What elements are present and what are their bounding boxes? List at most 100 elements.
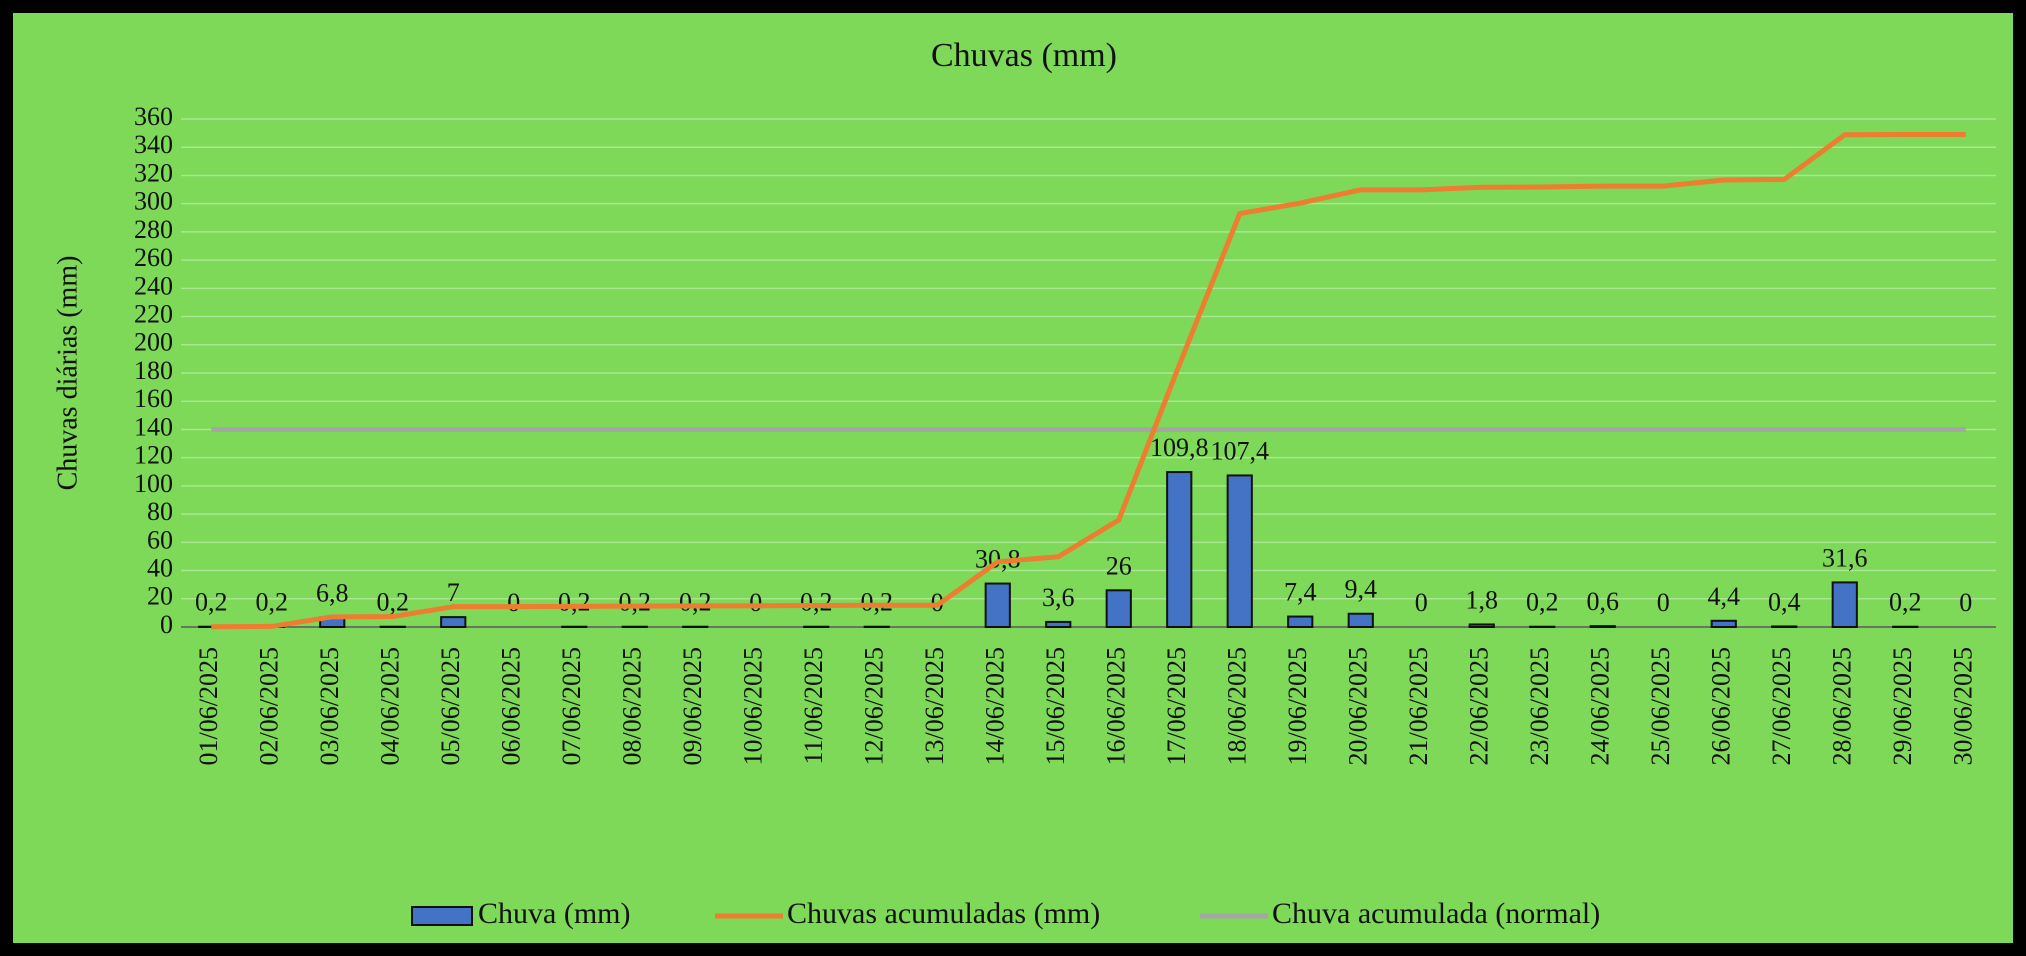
y-tick-label: 300 [134, 187, 173, 216]
y-tick-label: 260 [134, 243, 173, 272]
x-tick-label: 13/06/2025 [920, 647, 949, 765]
data-label: 0,2 [558, 588, 591, 617]
bar [1045, 620, 1072, 628]
data-label: 0,2 [377, 588, 410, 617]
legend-label: Chuvas acumuladas (mm) [787, 897, 1100, 930]
x-tick-label: 05/06/2025 [436, 647, 465, 765]
x-tick-label: 23/06/2025 [1525, 647, 1554, 765]
data-label: 0 [749, 588, 762, 617]
data-label: 0,2 [1526, 588, 1559, 617]
data-label: 0,6 [1587, 587, 1620, 616]
y-tick-label: 340 [134, 130, 173, 159]
x-tick-label: 08/06/2025 [618, 647, 647, 765]
bar [440, 616, 467, 628]
y-tick-label: 120 [134, 441, 173, 470]
bar [1831, 581, 1858, 628]
x-tick-label: 26/06/2025 [1707, 647, 1736, 765]
bar [1589, 625, 1616, 628]
x-tick-label: 15/06/2025 [1041, 647, 1070, 765]
data-label: 9,4 [1345, 575, 1378, 604]
data-label: 0,2 [679, 588, 712, 617]
y-tick-label: 100 [134, 469, 173, 498]
data-label: 6,8 [316, 578, 349, 607]
x-tick-label: 01/06/2025 [194, 647, 223, 765]
x-tick-label: 18/06/2025 [1223, 647, 1252, 765]
y-tick-label: 80 [147, 497, 173, 526]
x-tick-label: 04/06/2025 [376, 647, 405, 765]
x-tick-label: 14/06/2025 [981, 647, 1010, 765]
x-tick-label: 10/06/2025 [739, 647, 768, 765]
y-tick-label: 60 [147, 525, 173, 554]
x-tick-label: 03/06/2025 [315, 647, 344, 765]
bar [1105, 589, 1132, 628]
x-tick-label: 29/06/2025 [1888, 647, 1917, 765]
x-tick-label: 28/06/2025 [1828, 647, 1857, 765]
x-tick-label: 06/06/2025 [497, 647, 526, 765]
legend-label: Chuva (mm) [478, 897, 630, 930]
y-tick-label: 220 [134, 300, 173, 329]
x-tick-label: 30/06/2025 [1949, 647, 1978, 765]
data-label: 107,4 [1211, 436, 1270, 465]
x-tick-label: 25/06/2025 [1646, 647, 1675, 765]
data-label: 0 [507, 588, 520, 617]
x-tick-label: 09/06/2025 [678, 647, 707, 765]
data-label: 26 [1106, 551, 1132, 580]
bar [1347, 612, 1374, 628]
data-label: 0,2 [1889, 588, 1922, 617]
data-label: 0,2 [800, 588, 833, 617]
data-label: 7 [447, 578, 460, 607]
x-tick-label: 12/06/2025 [860, 647, 889, 765]
data-label: 0,2 [256, 588, 289, 617]
y-tick-label: 0 [160, 610, 173, 639]
y-tick-label: 180 [134, 356, 173, 385]
x-tick-label: 11/06/2025 [799, 647, 828, 764]
chart-title: Chuvas (mm) [931, 37, 1117, 74]
x-tick-label: 17/06/2025 [1162, 647, 1191, 765]
x-tick-label: 02/06/2025 [255, 647, 284, 765]
data-label: 109,8 [1150, 433, 1209, 462]
data-label: 4,4 [1708, 582, 1741, 611]
y-tick-label: 140 [134, 412, 173, 441]
data-label: 0,2 [619, 588, 652, 617]
x-tick-label: 24/06/2025 [1586, 647, 1615, 765]
data-label: 0 [1415, 588, 1428, 617]
data-label: 0,2 [195, 588, 228, 617]
legend-label: Chuva acumulada (normal) [1272, 897, 1600, 930]
bar [1166, 471, 1193, 628]
bar [1468, 623, 1495, 629]
data-label: 7,4 [1284, 578, 1317, 607]
x-tick-label: 27/06/2025 [1767, 647, 1796, 765]
bar [1287, 615, 1314, 629]
x-tick-label: 22/06/2025 [1465, 647, 1494, 765]
x-tick-label: 16/06/2025 [1102, 647, 1131, 765]
legend-swatch [411, 906, 473, 926]
y-axis-title: Chuvas diárias (mm) [52, 256, 83, 491]
x-tick-label: 19/06/2025 [1283, 647, 1312, 765]
data-label: 31,6 [1822, 543, 1868, 572]
data-label: 1,8 [1466, 585, 1499, 614]
bar [1771, 625, 1798, 628]
y-tick-label: 160 [134, 384, 173, 413]
y-tick-label: 200 [134, 328, 173, 357]
x-tick-label: 07/06/2025 [557, 647, 586, 765]
y-tick-label: 320 [134, 158, 173, 187]
data-label: 0 [1959, 588, 1972, 617]
data-label: 3,6 [1042, 583, 1075, 612]
chart-background [13, 13, 2013, 943]
x-tick-label: 21/06/2025 [1404, 647, 1433, 765]
bar [984, 582, 1011, 629]
bar [1226, 474, 1253, 628]
data-label: 0,4 [1768, 587, 1801, 616]
data-label: 0,2 [861, 588, 894, 617]
y-tick-label: 240 [134, 271, 173, 300]
x-tick-label: 20/06/2025 [1344, 647, 1373, 765]
y-tick-label: 280 [134, 215, 173, 244]
y-tick-label: 40 [147, 554, 173, 583]
data-label: 0 [1657, 588, 1670, 617]
line [211, 132, 1966, 630]
bar [1710, 619, 1737, 629]
y-tick-label: 360 [134, 102, 173, 131]
y-tick-label: 20 [147, 582, 173, 611]
